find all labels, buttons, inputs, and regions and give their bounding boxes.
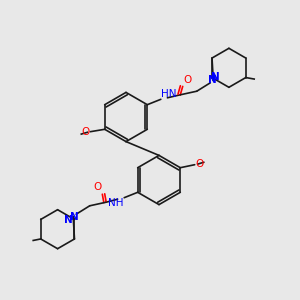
Text: O: O (81, 127, 90, 137)
Text: N: N (208, 75, 216, 85)
Text: NH: NH (108, 198, 124, 208)
Text: O: O (196, 159, 204, 169)
Text: N: N (211, 72, 220, 82)
Text: O: O (93, 182, 102, 192)
Text: N: N (64, 215, 73, 225)
Text: HN: HN (161, 89, 177, 99)
Text: O: O (183, 75, 192, 85)
Text: N: N (70, 212, 79, 222)
